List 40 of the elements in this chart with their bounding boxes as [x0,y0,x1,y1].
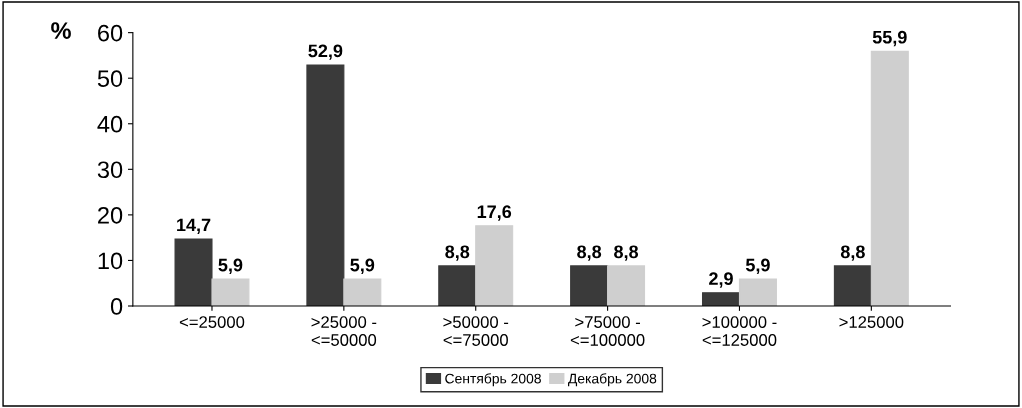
data-label: 8,8 [577,245,602,261]
y-tick-label: 0 [110,298,123,315]
data-label: 55,9 [872,30,907,47]
x-tick-label: >25000 - <=50000 [311,316,377,346]
x-tick-label: >100000 - <=125000 [702,316,777,346]
bar [306,64,345,306]
y-axis-title: % [51,22,71,39]
legend-label: Декабрь 2008 [568,373,657,387]
bar [701,292,741,306]
x-tick-label: >125000 [839,316,904,328]
data-label: 8,8 [445,245,470,261]
data-label: 5,9 [218,258,243,274]
bar [870,50,909,306]
y-tick-label: 40 [97,115,123,133]
data-label: 5,9 [350,258,375,274]
x-tick-label: >50000 - <=75000 [443,316,509,346]
legend-label: Сентябрь 2008 [445,373,541,387]
y-tick-label: 20 [98,206,123,224]
bar [475,225,514,306]
bar [211,278,250,306]
data-label: 14,7 [177,218,211,234]
data-label: 2,9 [709,272,733,288]
x-tick-label: >75000 - <=100000 [570,316,645,346]
bar [833,265,872,306]
data-label: 52,9 [308,44,343,60]
bar [738,278,777,306]
y-tick-label: 10 [98,252,123,270]
y-tick-label: 30 [97,161,123,179]
y-tick-label: 50 [97,70,123,87]
data-label: 8,8 [840,245,865,261]
data-label: 17,6 [477,205,512,221]
y-tick-label: 60 [98,24,123,42]
data-label: 8,8 [614,245,639,261]
x-tick-label: <=25000 [179,316,245,328]
bar [570,265,609,306]
bar [438,265,477,306]
bar [343,278,382,306]
bar [174,238,213,306]
data-label: 5,9 [745,258,770,274]
bar [607,265,646,306]
